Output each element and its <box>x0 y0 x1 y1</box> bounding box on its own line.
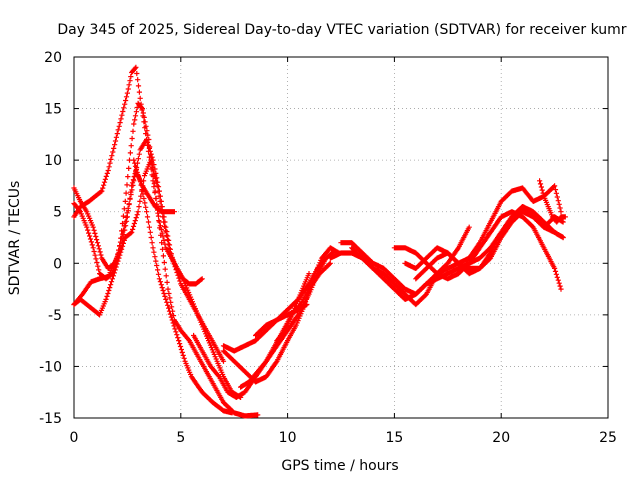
y-tick-label: -5 <box>48 308 62 324</box>
series-markers <box>537 178 568 225</box>
x-tick-label: 10 <box>279 430 297 446</box>
y-tick-label: -10 <box>39 359 62 375</box>
series-sat-2 <box>71 100 261 419</box>
x-tick-label: 20 <box>492 430 510 446</box>
series-sat-6 <box>131 157 177 215</box>
series-sat-5 <box>71 136 227 364</box>
y-tick-label: 15 <box>44 102 62 118</box>
series-markers <box>274 271 312 344</box>
series-markers <box>71 100 261 419</box>
series-markers <box>131 157 177 215</box>
y-tick-label: 5 <box>53 205 62 221</box>
series-markers <box>413 204 566 282</box>
series-sat-15 <box>349 224 472 308</box>
series-sat-1 <box>71 167 235 416</box>
series-sat-12 <box>274 271 312 344</box>
x-axis-label: GPS time / hours <box>281 458 398 474</box>
series-sat-18 <box>413 204 566 282</box>
series-sat-19 <box>537 178 568 225</box>
y-tick-label: 20 <box>44 50 62 66</box>
x-tick-label: 0 <box>70 430 79 446</box>
x-tick-label: 15 <box>385 430 403 446</box>
y-axis-label: SDTVAR / TECUs <box>7 181 23 296</box>
series-markers <box>71 167 235 416</box>
data-series <box>71 64 568 419</box>
series-markers <box>349 224 472 308</box>
y-tick-label: 10 <box>44 153 62 169</box>
y-tick-label: -15 <box>39 411 62 427</box>
series-markers <box>71 136 227 364</box>
plot-frame <box>73 56 609 419</box>
axis-ticks: 0 5 10 15 20 25 -15 -10 -5 0 5 10 15 20 <box>39 50 617 446</box>
chart-title: Day 345 of 2025, Sidereal Day-to-day VTE… <box>57 22 626 38</box>
x-tick-label: 5 <box>176 430 185 446</box>
x-tick-label: 25 <box>599 430 617 446</box>
y-tick-label: 0 <box>53 256 62 272</box>
